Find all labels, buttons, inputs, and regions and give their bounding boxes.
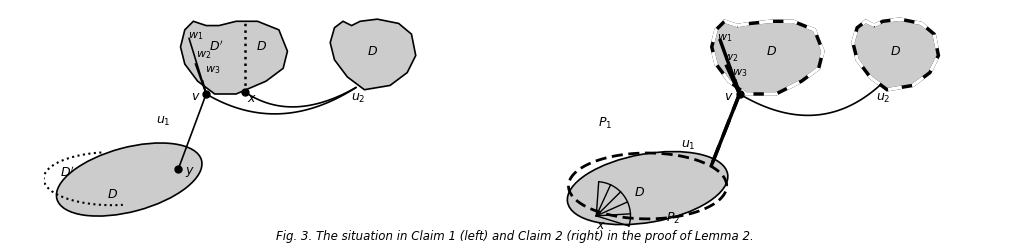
Text: $w_1$: $w_1$ — [717, 33, 732, 44]
Text: $D$: $D$ — [633, 186, 645, 199]
Text: $w_1$: $w_1$ — [187, 30, 203, 42]
Text: $D$: $D$ — [106, 188, 117, 201]
Text: $w_2$: $w_2$ — [197, 50, 211, 61]
Text: $D$: $D$ — [766, 45, 778, 58]
Polygon shape — [331, 19, 416, 90]
Text: $D$: $D$ — [890, 45, 901, 58]
Text: $P_1$: $P_1$ — [597, 116, 612, 131]
Text: $D$: $D$ — [368, 45, 378, 58]
Text: Fig. 3. The situation in Claim 1 (left) and Claim 2 (right) in the proof of Lemm: Fig. 3. The situation in Claim 1 (left) … — [276, 230, 754, 243]
Text: $w_3$: $w_3$ — [732, 67, 747, 78]
Text: $D$: $D$ — [256, 40, 268, 53]
Text: $u_1$: $u_1$ — [157, 115, 171, 128]
Text: $x$: $x$ — [595, 219, 606, 232]
Text: $u_1$: $u_1$ — [681, 139, 695, 152]
Polygon shape — [853, 19, 938, 90]
Text: $D'$: $D'$ — [60, 166, 74, 180]
Text: $P_2$: $P_2$ — [666, 210, 681, 226]
Text: $v$: $v$ — [191, 90, 200, 103]
Text: $u_2$: $u_2$ — [351, 92, 366, 105]
Ellipse shape — [57, 143, 202, 216]
Text: $u_2$: $u_2$ — [876, 92, 890, 105]
Polygon shape — [180, 21, 287, 94]
Text: $x$: $x$ — [247, 92, 256, 105]
Text: $w_3$: $w_3$ — [205, 65, 220, 76]
Text: $y$: $y$ — [184, 165, 195, 179]
Ellipse shape — [568, 152, 728, 225]
Text: $D'$: $D'$ — [209, 40, 225, 54]
Text: $v$: $v$ — [724, 90, 733, 103]
Text: $w_2$: $w_2$ — [723, 52, 739, 63]
Polygon shape — [712, 21, 823, 94]
